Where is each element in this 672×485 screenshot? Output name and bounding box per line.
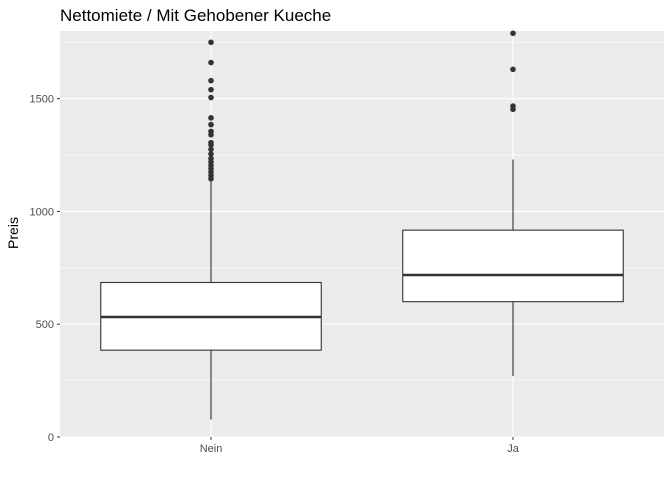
outlier-point (208, 115, 214, 121)
outlier-point (208, 128, 214, 135)
outlier-point (208, 86, 214, 93)
outlier-point (208, 77, 214, 84)
outlier-point (208, 94, 214, 101)
outlier-point (208, 39, 214, 46)
outlier-point (208, 59, 214, 66)
chart-title: Nettomiete / Mit Gehobener Kueche (60, 6, 331, 25)
y-tick-label: 1500 (30, 94, 54, 106)
x-tick-label: Ja (507, 443, 520, 455)
y-tick-label: 1000 (30, 206, 54, 218)
box-iqr (402, 229, 624, 303)
y-tick-label: 500 (36, 319, 54, 331)
outlier-point (510, 66, 516, 73)
outlier-point (208, 155, 214, 162)
outlier-point (510, 103, 516, 109)
y-axis-label: Preis (5, 217, 21, 249)
outlier-point (208, 151, 214, 157)
outlier-point (208, 139, 214, 146)
outlier-point (208, 146, 214, 153)
y-tick-label: 0 (48, 432, 54, 444)
plot-panel: 0 500 1000 1500 Nein Ja (30, 30, 664, 455)
x-tick-label: Nein (200, 443, 223, 455)
outlier-point (208, 121, 214, 128)
outlier-point (510, 30, 516, 37)
